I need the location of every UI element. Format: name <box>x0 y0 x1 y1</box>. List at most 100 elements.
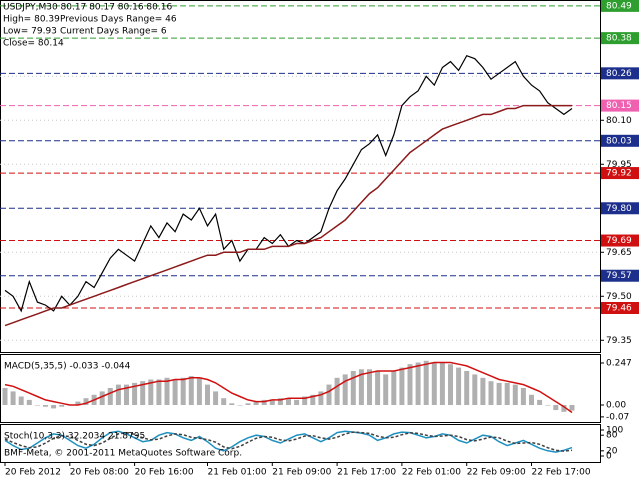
panel-frame <box>0 354 601 423</box>
level-box <box>601 0 639 12</box>
bar <box>350 371 356 405</box>
x-tick-label: 21 Feb 17:00 <box>337 468 396 478</box>
level-label: 80.26 <box>606 69 632 79</box>
bar <box>75 401 81 405</box>
bar <box>415 362 421 405</box>
bar <box>342 374 348 405</box>
bar <box>439 362 445 405</box>
bar <box>43 405 48 407</box>
bar <box>164 377 170 405</box>
bar <box>358 369 364 405</box>
level-label: 80.03 <box>606 136 632 146</box>
bar <box>107 388 113 405</box>
y-tick-label: 0.00 <box>606 401 626 411</box>
series-line <box>4 430 573 453</box>
bar <box>148 379 154 405</box>
level-label: 79.80 <box>606 204 632 214</box>
level-label: 80.38 <box>606 34 632 44</box>
info-text: Low= 79.93 <box>3 27 57 37</box>
x-tick-label: 22 Feb 01:00 <box>402 468 461 478</box>
x-tick-label: 21 Feb 09:00 <box>272 468 331 478</box>
x-tick-label: 21 Feb 01:00 <box>208 468 267 478</box>
bar <box>188 376 194 405</box>
bar <box>115 384 121 405</box>
bar <box>286 398 291 405</box>
x-tick-label: 20 Feb 16:00 <box>135 468 194 478</box>
bar <box>10 391 16 405</box>
y-tick-label: 79.35 <box>606 336 632 346</box>
bar <box>456 367 462 405</box>
panel-title: Stoch(10,3,3) 32.2034 21.8795 <box>4 432 145 442</box>
x-tick-label: 20 Feb 08:00 <box>70 468 129 478</box>
bar <box>269 399 275 405</box>
bar <box>399 367 405 405</box>
x-tick-label: 22 Feb 09:00 <box>467 468 526 478</box>
y-tick-label: 79.95 <box>606 160 632 170</box>
bar <box>180 377 186 405</box>
level-box <box>601 302 639 314</box>
bar <box>124 384 129 405</box>
bar <box>553 405 559 411</box>
level-box <box>601 167 639 180</box>
series-line <box>4 104 572 327</box>
bar <box>520 388 526 405</box>
level-box <box>601 202 639 215</box>
info-text: Current Days Range= 6 <box>60 27 167 37</box>
series-line <box>4 361 573 414</box>
bar <box>561 405 567 412</box>
bar <box>310 394 316 405</box>
level-box <box>601 67 639 80</box>
level-label: 79.46 <box>606 304 632 314</box>
bar <box>99 391 105 405</box>
y-tick-label: -0.07 <box>606 412 629 422</box>
bar <box>488 381 494 405</box>
level-box <box>601 99 639 112</box>
level-box <box>601 134 639 147</box>
bar <box>472 374 478 405</box>
y-tick-label: 0 <box>606 452 612 462</box>
bar <box>496 382 502 405</box>
panel-frame <box>0 424 601 463</box>
bar <box>391 371 397 405</box>
info-text: USDJPY,M30 80.17 80.17 80.16 80.16 <box>3 3 172 13</box>
bar <box>318 391 324 405</box>
bar <box>229 403 235 405</box>
bar <box>237 405 243 406</box>
panel-frame <box>0 0 601 353</box>
bar <box>156 379 162 405</box>
bar <box>464 371 470 405</box>
y-tick-label: 0.247 <box>606 359 632 369</box>
level-box <box>601 269 639 282</box>
copyright: BMF-Meta, © 2001-2011 MetaQuotes Softwar… <box>4 449 242 459</box>
x-tick-label: 20 Feb 2012 <box>5 468 61 478</box>
bar <box>18 396 24 405</box>
level-box <box>601 234 639 247</box>
bar <box>59 405 65 407</box>
info-text: High= 80.39 <box>3 15 60 25</box>
bar <box>326 384 332 405</box>
level-label: 79.92 <box>606 169 632 179</box>
level-box <box>601 32 639 45</box>
bar <box>423 360 429 405</box>
bar <box>221 398 227 405</box>
bar <box>26 399 32 405</box>
bar <box>512 384 518 405</box>
bar <box>504 382 510 405</box>
y-tick-label: 79.50 <box>606 292 632 302</box>
bar <box>407 364 413 405</box>
bar <box>375 371 381 405</box>
bar <box>480 377 486 405</box>
bar <box>448 364 453 405</box>
bar <box>302 396 308 405</box>
bar <box>537 399 543 405</box>
bar <box>83 398 89 405</box>
bar <box>34 405 40 406</box>
bar <box>431 362 437 405</box>
info-text: Close= 80.14 <box>3 39 64 49</box>
bar <box>51 405 57 409</box>
bar <box>253 401 259 405</box>
bar <box>213 391 219 405</box>
level-label: 79.57 <box>606 271 632 281</box>
bar <box>367 369 372 405</box>
